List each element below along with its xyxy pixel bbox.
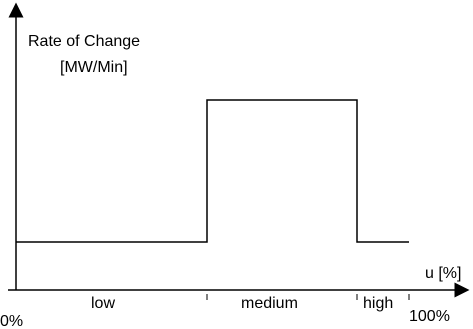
- rate-of-change-line: [16, 99, 409, 243]
- x-axis-min-label: 0%: [0, 313, 23, 329]
- y-axis-label-line2: [MW/Min]: [60, 59, 128, 76]
- x-axis-label: u [%]: [425, 265, 461, 282]
- zone-label-medium: medium: [241, 295, 298, 312]
- y-axis-label-line1: Rate of Change: [28, 33, 140, 50]
- zone-label-high: high: [363, 295, 393, 312]
- x-axis-max-label: 100%: [409, 308, 450, 325]
- zone-label-low: low: [91, 295, 115, 312]
